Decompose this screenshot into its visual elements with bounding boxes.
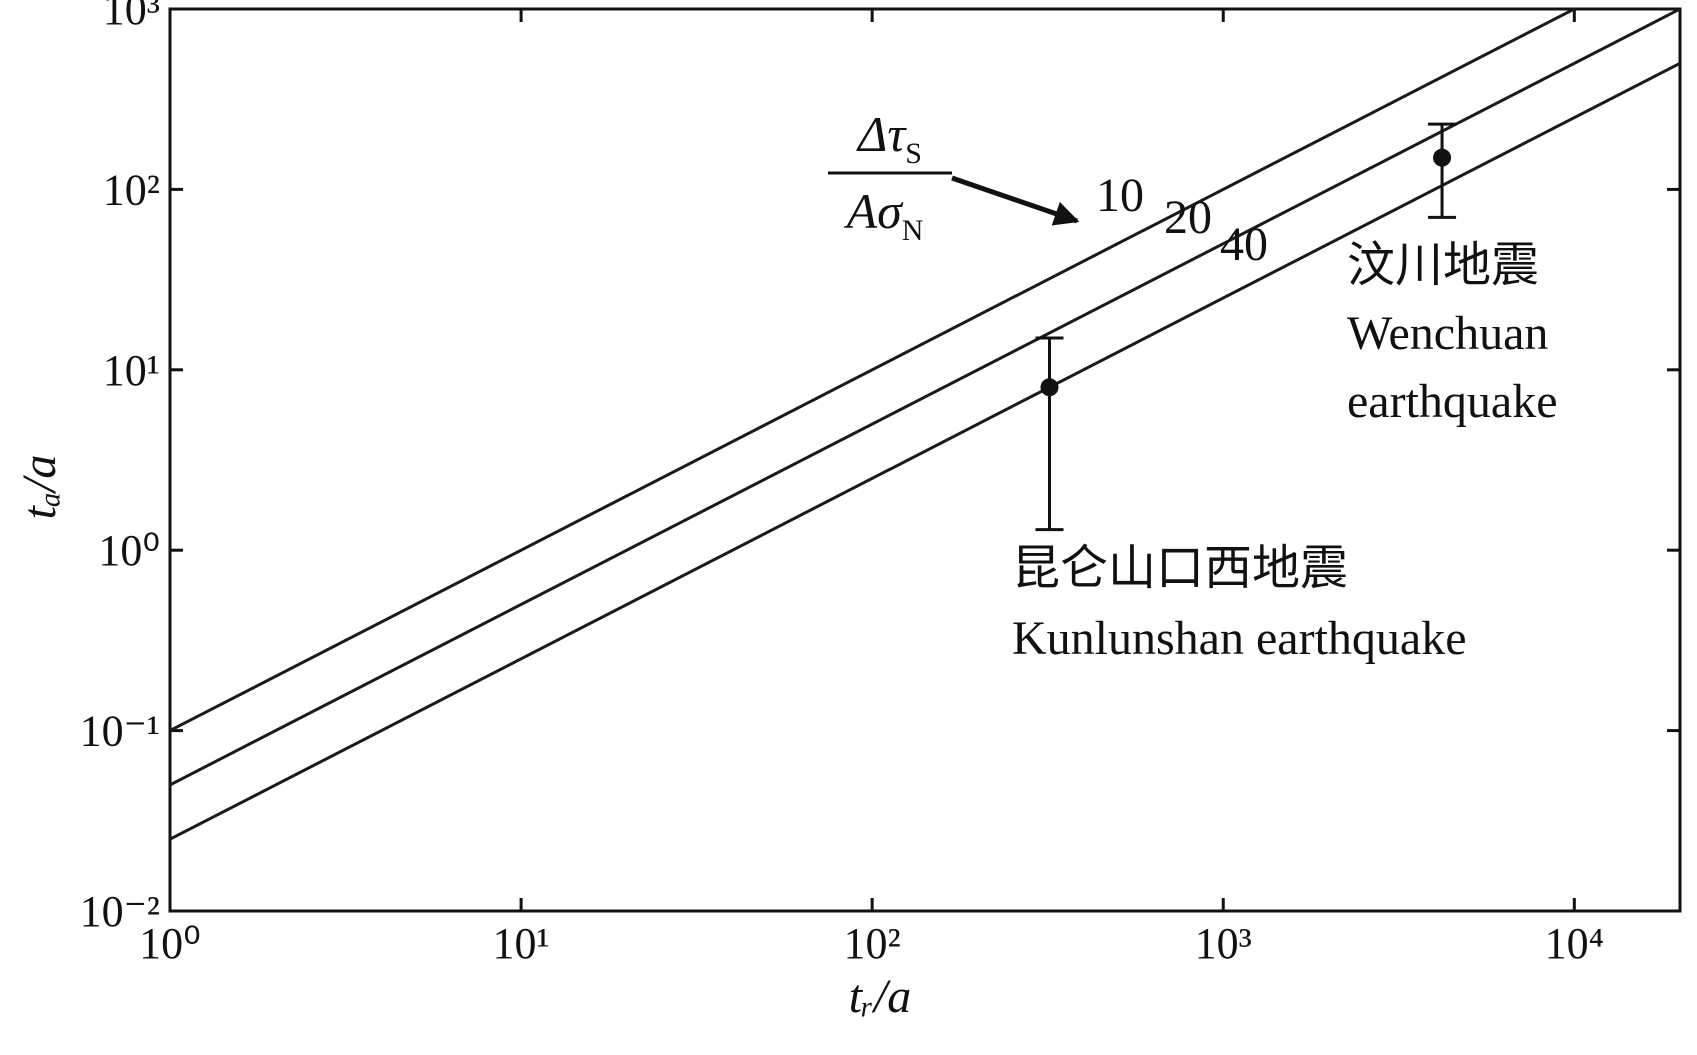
series-label: 40 [1220,218,1268,271]
data-point [1433,148,1452,167]
series-line [170,9,1680,787]
data-point [1040,378,1059,397]
x-tick-label: 10⁴ [1545,919,1604,968]
denominator-text: Aσ [844,183,905,239]
y-tick-label: 10⁻¹ [80,707,160,756]
y-tick-label: 10³ [103,0,160,34]
annotation-arrow [951,175,1080,226]
point-label: Wenchuan [1347,307,1548,360]
y-axis-label: tₐ/a [13,455,66,520]
point-label: Kunlunshan earthquake [1012,612,1467,665]
x-tick-label: 10¹ [492,919,549,968]
series-line [170,9,1578,732]
x-tick-label: 10⁰ [139,919,201,968]
numerator-subscript: S [905,137,922,170]
y-tick-label: 10⁻² [80,887,160,936]
series-label: 20 [1164,191,1212,244]
x-tick-label: 10³ [1195,919,1252,968]
fraction-annotation: ΔτS AσN [828,106,1080,247]
x-tick-label: 10² [844,919,901,968]
y-tick-label: 10⁰ [98,526,160,575]
plot-frame [168,7,1682,913]
y-tick-label: 10² [103,165,160,214]
point-label: earthquake [1347,375,1558,428]
plot-area [170,9,1680,841]
x-axis-label: tᵣ/a [849,970,911,1023]
point-label: 汶川地震 [1347,239,1539,292]
series-label: 10 [1096,169,1144,222]
denominator-subscript: N [902,214,924,247]
annotation-numerator: ΔτS [856,106,922,170]
point-label: 昆仑山口西地震 [1012,542,1348,595]
numerator-text: Δτ [856,106,907,162]
annotation-denominator: AσN [844,183,924,247]
y-tick-label: 10¹ [103,346,160,395]
series-line [170,61,1680,841]
